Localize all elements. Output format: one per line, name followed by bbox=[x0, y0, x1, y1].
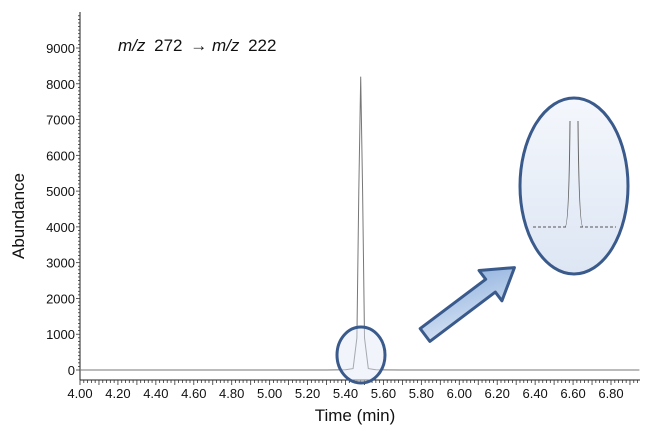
x-tick-label: 4.20 bbox=[105, 386, 130, 401]
x-axis-title: Time (min) bbox=[315, 406, 396, 425]
y-tick-label: 2000 bbox=[46, 291, 75, 306]
x-tick-label: 6.40 bbox=[522, 386, 547, 401]
y-tick-label: 1000 bbox=[46, 327, 75, 342]
peak-highlight-ellipse bbox=[335, 325, 387, 385]
series-line bbox=[80, 76, 640, 371]
x-tick-label: 5.00 bbox=[257, 386, 282, 401]
x-tick-label: 4.00 bbox=[67, 386, 92, 401]
series-group bbox=[80, 76, 640, 371]
x-tick-label: 6.60 bbox=[560, 386, 585, 401]
inset-peak bbox=[564, 120, 584, 228]
x-tick-label: 5.80 bbox=[409, 386, 434, 401]
inset-zoom-ellipse bbox=[518, 96, 630, 276]
y-tick-label: 7000 bbox=[46, 113, 75, 128]
mz-prefix-1: m/z bbox=[118, 36, 146, 55]
y-tick-label: 9000 bbox=[46, 41, 75, 56]
x-tick-label: 5.20 bbox=[295, 386, 320, 401]
transition-annotation: m/z 272 → m/z 222 bbox=[118, 36, 276, 55]
y-tick-label: 4000 bbox=[46, 220, 75, 235]
y-tick-label: 8000 bbox=[46, 77, 75, 92]
y-tick-label: 5000 bbox=[46, 184, 75, 199]
transition-arrow: → bbox=[190, 36, 207, 55]
x-tick-label: 5.40 bbox=[333, 386, 358, 401]
y-axis-title: Abundance bbox=[9, 173, 28, 259]
inset-trace bbox=[533, 120, 616, 228]
x-tick-label: 6.00 bbox=[447, 386, 472, 401]
x-tick-label: 4.40 bbox=[143, 386, 168, 401]
zoom-arrow bbox=[418, 266, 516, 343]
x-tick-label: 6.20 bbox=[485, 386, 510, 401]
x-tick-label: 4.60 bbox=[181, 386, 206, 401]
product-mass: 222 bbox=[248, 36, 276, 55]
y-tick-label: 6000 bbox=[46, 148, 75, 163]
x-tick-label: 6.80 bbox=[598, 386, 623, 401]
axis-ticks: 0 1000 2000 3000 4000 5000 6000 7000 8000 9000 4.0… bbox=[46, 15, 638, 401]
mz-prefix-2: m/z bbox=[212, 36, 240, 55]
x-tick-label: 5.60 bbox=[371, 386, 396, 401]
y-tick-label: 3000 bbox=[46, 256, 75, 271]
y-tick-label: 0 bbox=[68, 363, 75, 378]
x-tick-label: 4.80 bbox=[219, 386, 244, 401]
precursor-mass: 272 bbox=[154, 36, 182, 55]
